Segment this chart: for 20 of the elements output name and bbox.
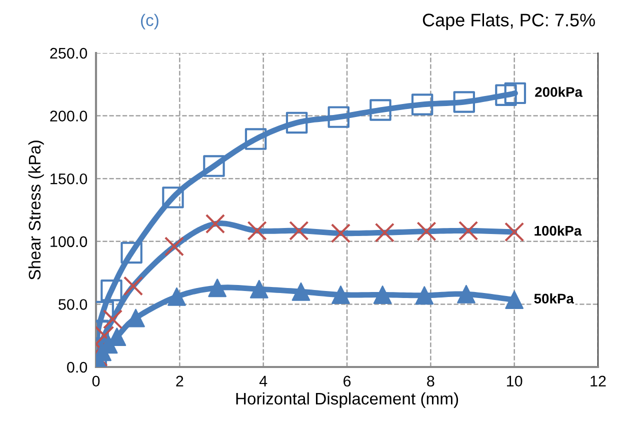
y-tick-label: 50.0 (58, 299, 88, 310)
x-tick-label: 4 (259, 376, 268, 386)
series-label: 50kPa (534, 293, 574, 304)
chart-title: (c) (141, 14, 158, 30)
x-tick-label: 10 (507, 376, 522, 387)
x-axis-title: Horizontal Displacement (mm) (236, 392, 458, 408)
series-label: 200kPa (535, 86, 583, 97)
y-tick-label: 250.0 (50, 48, 88, 59)
x-tick-label: 2 (176, 376, 184, 386)
x-tick-label: 12 (590, 376, 606, 386)
series-label: 100kPa (534, 226, 582, 236)
y-axis-title: Shear Stress (kPa) (28, 140, 44, 280)
y-tick-label: 200.0 (50, 110, 88, 122)
y-tick-label: 150.0 (50, 173, 88, 184)
y-tick-label: 100.0 (50, 236, 88, 248)
x-tick-label: 0 (92, 376, 100, 387)
y-tick-label: 0.0 (67, 362, 88, 373)
chart-subtitle: Cape Flats, PC: 7.5% (422, 13, 595, 30)
x-tick-label: 6 (344, 376, 351, 387)
x-tick-label: 8 (427, 376, 434, 387)
